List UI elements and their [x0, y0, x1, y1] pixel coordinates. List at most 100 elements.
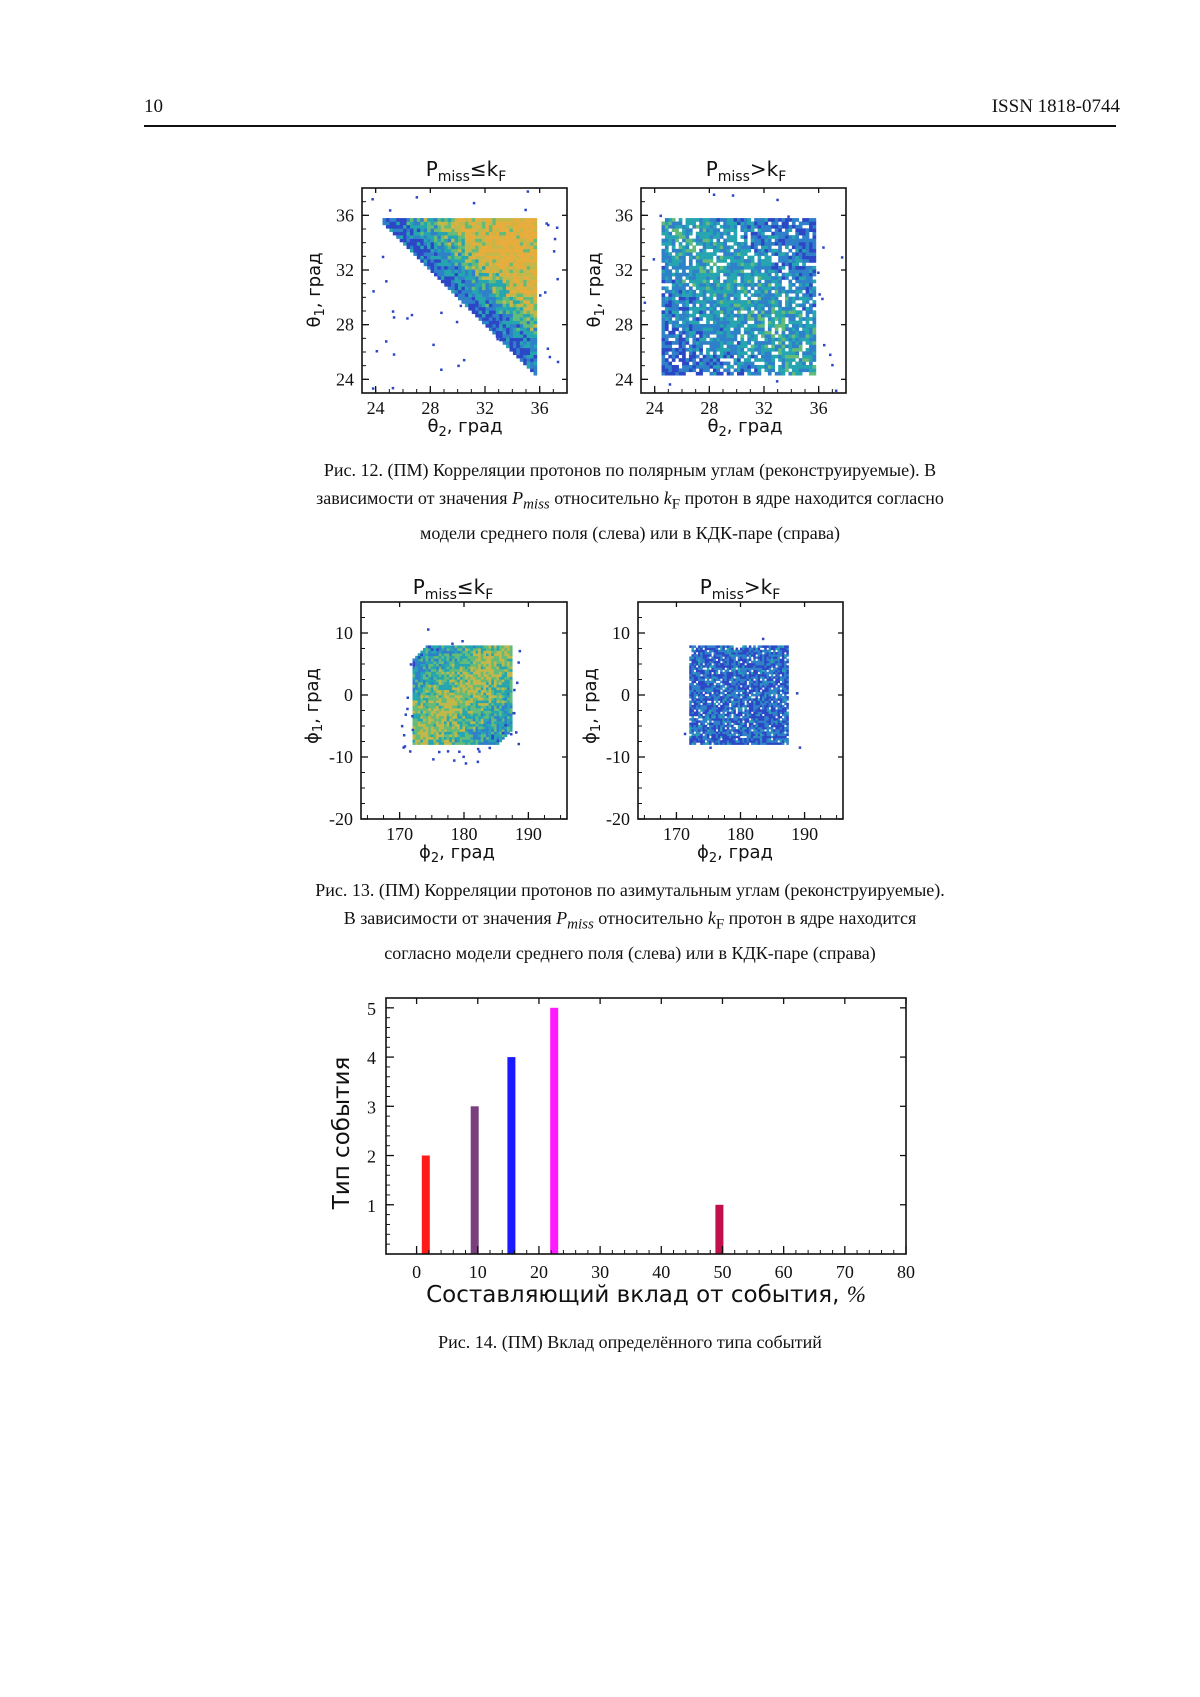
fig12-right-bin — [778, 300, 782, 304]
fig12-right-bin — [795, 314, 799, 318]
fig12-left-bin — [431, 259, 435, 263]
fig12-left-bin — [516, 314, 520, 318]
fig12-left-bin — [530, 252, 534, 256]
fig12-left-outlier — [463, 359, 466, 362]
fig12-right-bin — [788, 303, 792, 307]
fig13-right-bin — [764, 727, 767, 730]
fig12-left-bin — [444, 221, 448, 225]
fig12-right-bin — [716, 259, 720, 263]
fig13-right-bin — [762, 720, 765, 723]
fig13-left-bin — [489, 718, 492, 721]
fig12-right-bin — [740, 307, 744, 311]
fig13-left-bin — [413, 724, 416, 727]
fig12-left-bin — [534, 283, 538, 287]
fig12-left-bin — [472, 310, 476, 314]
fig12-right-bin — [682, 348, 686, 352]
fig13-left-outlier — [462, 756, 465, 759]
fig13-left-bin — [441, 737, 444, 740]
fig13-left-bin — [462, 716, 465, 719]
fig13-left-bin — [413, 721, 416, 724]
fig13-left-bin — [452, 653, 455, 656]
fig12-right-bin — [758, 242, 762, 246]
fig13-left-bin — [457, 734, 460, 737]
fig13-right-bin — [775, 742, 778, 745]
fig12-left-bin — [509, 280, 513, 284]
fig13-right-bin — [733, 740, 736, 743]
fig13-right-bin — [716, 725, 719, 728]
fig12-right-bin — [771, 324, 775, 328]
fig12-left-bin — [523, 338, 527, 342]
fig12-right-bin — [723, 239, 727, 243]
fig12-left-bin — [534, 358, 538, 362]
fig13-left-bin — [418, 656, 421, 659]
fig13-left-bin — [447, 721, 450, 724]
fig13-left-bin — [426, 682, 429, 685]
fig12-left-bin — [492, 235, 496, 239]
fig13-left-outlier — [405, 713, 408, 716]
fig12-right-bin — [720, 310, 724, 314]
fig13-left-bin — [447, 718, 450, 721]
fig12-right-bin — [703, 266, 707, 270]
fig12-left-bin — [534, 266, 538, 270]
fig12-right-bin — [710, 348, 714, 352]
fig13-right-bin — [742, 729, 745, 732]
fig13-right-bin — [755, 718, 758, 721]
fig12-right-bin — [692, 358, 696, 362]
fig13-right-bin — [702, 709, 705, 712]
fig12-right-bin — [706, 245, 710, 249]
fig12-left-outlier — [440, 369, 443, 372]
fig12-right-bin — [662, 239, 666, 243]
fig13-left-bin — [486, 724, 489, 727]
fig12-left-bin — [527, 321, 531, 325]
fig13-left-bin — [473, 653, 476, 656]
fig13-right-bin — [700, 723, 703, 726]
fig13-left-bin — [460, 651, 463, 654]
fig12-left-bin — [485, 293, 489, 297]
fig13-left-bin — [481, 653, 484, 656]
fig12-right-bin — [809, 372, 813, 376]
fig13-left-bin — [468, 656, 471, 659]
fig13-left-bin — [460, 653, 463, 656]
fig13-left-bin — [470, 734, 473, 737]
fig12-left-bin — [530, 276, 534, 280]
fig13-left-bin — [457, 648, 460, 651]
fig13-left-bin — [481, 666, 484, 669]
fig13-left-bin — [455, 732, 458, 735]
fig12-right-bin — [778, 317, 782, 321]
fig12-left-bin — [410, 249, 414, 253]
fig12-right-bin — [788, 314, 792, 318]
fig13-right-bin — [766, 712, 769, 715]
fig12-right-bin — [778, 228, 782, 232]
fig13-left-bin — [423, 664, 426, 667]
fig13-left-bin — [483, 672, 486, 675]
fig12-right-bin — [802, 327, 806, 331]
fig12-right-bin — [806, 290, 810, 294]
fig12-right-bin — [761, 293, 765, 297]
fig12-right-bin — [672, 242, 676, 246]
fig13-left-bin — [499, 661, 502, 664]
fig13-left-bin — [457, 651, 460, 654]
fig12-right-bin — [802, 269, 806, 273]
fig12-right-bin — [682, 262, 686, 266]
fig12-left-bin — [496, 218, 500, 222]
fig13-right-bin — [689, 729, 692, 732]
fig13-right-bin — [753, 718, 756, 721]
fig12-right-bin — [809, 327, 813, 331]
fig12-right-bin — [699, 221, 703, 225]
fig13-right-bin — [778, 712, 781, 715]
fig12-right-bin — [668, 280, 672, 284]
fig12-right-bin — [716, 221, 720, 225]
fig12-left-bin — [420, 242, 424, 246]
fig12-right-bin — [662, 252, 666, 256]
fig12-right-bin — [785, 225, 789, 229]
fig13-right-bin — [716, 714, 719, 717]
fig12-right-bin — [665, 351, 669, 355]
fig13-right-bin — [696, 723, 699, 726]
fig12-left-bin — [407, 235, 411, 239]
fig12-left-bin — [520, 344, 524, 348]
fig13-right-bin — [766, 723, 769, 726]
fig13-left-bin — [452, 690, 455, 693]
fig13-left-bin — [470, 656, 473, 659]
fig13-right-bin — [780, 709, 783, 712]
fig12-right-bin — [775, 242, 779, 246]
